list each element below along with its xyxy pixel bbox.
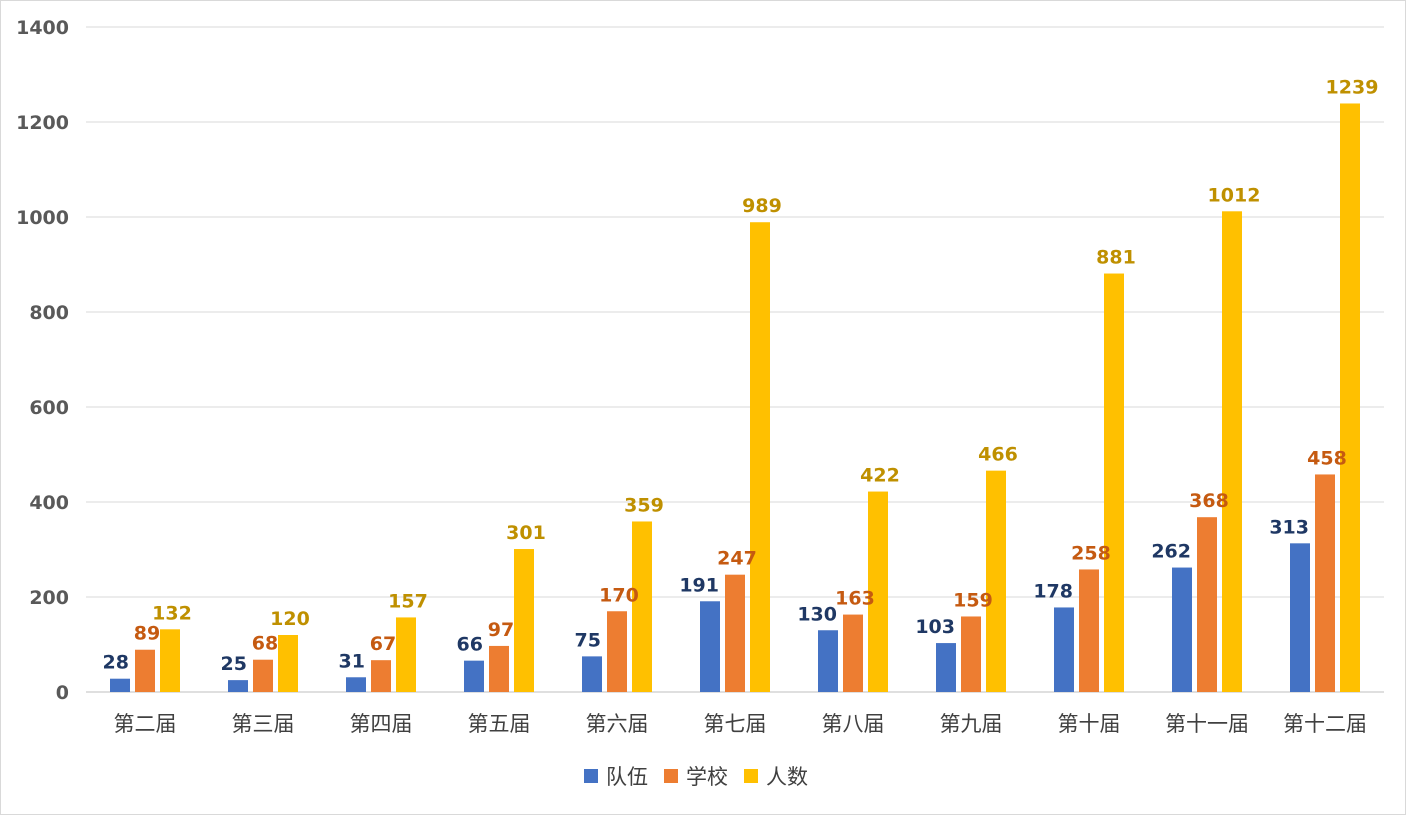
legend-label: 学校 (686, 765, 728, 789)
bar-人数-第六届 (632, 521, 652, 692)
bar-人数-第十届 (1104, 273, 1124, 692)
bar-学校-第八届 (843, 614, 863, 692)
bar-队伍-第六届 (582, 656, 602, 692)
bar-人数-第三届 (278, 635, 298, 692)
bar-队伍-第八届 (818, 630, 838, 692)
data-label: 989 (742, 195, 782, 217)
bar-学校-第十届 (1079, 569, 1099, 692)
data-label: 163 (835, 588, 875, 610)
x-tick-label: 第五届 (468, 712, 531, 736)
bar-队伍-第十二届 (1290, 543, 1310, 692)
data-label: 170 (599, 584, 639, 606)
legend: 队伍 学校 人数 (584, 765, 808, 789)
bar-学校-第五届 (489, 645, 509, 692)
data-label: 422 (860, 465, 900, 487)
bar-人数-第九届 (986, 470, 1006, 692)
bar-队伍-第二届 (110, 678, 130, 692)
data-label: 68 (252, 633, 278, 655)
bar-人数-第八届 (868, 491, 888, 692)
x-tick-label: 第十一届 (1165, 712, 1249, 736)
bar-人数-第七届 (750, 222, 770, 692)
y-tick-label: 0 (56, 682, 69, 704)
data-label: 301 (506, 522, 546, 544)
data-label: 159 (953, 589, 993, 611)
bar-队伍-第十一届 (1172, 567, 1192, 692)
data-label: 75 (575, 629, 601, 651)
y-tick-label: 1400 (16, 17, 69, 39)
x-tick-label: 第十届 (1058, 712, 1121, 736)
data-label: 130 (797, 603, 837, 625)
bar-学校-第十一届 (1197, 517, 1217, 692)
data-label: 258 (1071, 542, 1111, 564)
legend-swatch (664, 769, 678, 783)
legend-label: 队伍 (606, 765, 648, 789)
data-label: 132 (152, 602, 192, 624)
y-tick-label: 600 (29, 397, 69, 419)
bar-队伍-第九届 (936, 643, 956, 692)
bar-队伍-第四届 (346, 677, 366, 692)
x-tick-label: 第八届 (822, 712, 885, 736)
data-label: 157 (388, 590, 428, 612)
data-label: 67 (370, 633, 396, 655)
data-label: 178 (1033, 580, 1073, 602)
gridlines (86, 26, 1384, 693)
bar-人数-第十一届 (1222, 211, 1242, 693)
bar-队伍-第七届 (700, 601, 720, 692)
bar-人数-第二届 (160, 629, 180, 692)
x-tick-label: 第六届 (586, 712, 649, 736)
bar-学校-第六届 (607, 611, 627, 692)
bar-学校-第七届 (725, 574, 745, 692)
data-label: 1012 (1208, 184, 1261, 206)
x-axis: 第二届 第三届 第四届 第五届 第六届 第七届 第八届 第九届 第十届 第十一届 第十二届 (114, 712, 1368, 736)
bar-学校-第九届 (961, 616, 981, 692)
y-axis: 0 200 400 600 800 1000 1200 1400 (16, 17, 69, 704)
data-label: 359 (624, 494, 664, 516)
legend-swatch (584, 769, 598, 783)
x-tick-label: 第二届 (114, 712, 177, 736)
legend-swatch (744, 769, 758, 783)
bar-人数-第十二届 (1340, 103, 1360, 693)
bar-队伍-第十届 (1054, 607, 1074, 692)
data-label: 89 (134, 623, 160, 645)
data-label: 97 (488, 619, 514, 641)
data-label: 458 (1307, 447, 1347, 469)
x-tick-label: 第四届 (350, 712, 413, 736)
bars (110, 103, 1360, 693)
y-tick-label: 800 (29, 302, 69, 324)
bar-人数-第五届 (514, 549, 534, 692)
bar-学校-第四届 (371, 660, 391, 692)
bar-队伍-第三届 (228, 680, 248, 692)
x-tick-label: 第九届 (940, 712, 1003, 736)
y-tick-label: 200 (29, 587, 69, 609)
bar-学校-第二届 (135, 649, 155, 692)
data-label: 31 (339, 650, 365, 672)
bar-队伍-第五届 (464, 660, 484, 692)
data-label: 28 (103, 652, 129, 674)
data-label: 466 (978, 444, 1018, 466)
data-label: 66 (457, 634, 483, 656)
data-label: 368 (1189, 490, 1229, 512)
x-tick-label: 第三届 (232, 712, 295, 736)
data-label: 191 (679, 574, 719, 596)
data-label: 313 (1269, 516, 1309, 538)
data-label: 247 (717, 548, 757, 570)
legend-label: 人数 (766, 765, 808, 789)
x-tick-label: 第七届 (704, 712, 767, 736)
x-tick-label: 第十二届 (1283, 712, 1367, 736)
y-tick-label: 1000 (16, 207, 69, 229)
data-label: 262 (1151, 541, 1191, 563)
y-tick-label: 1200 (16, 112, 69, 134)
y-tick-label: 400 (29, 492, 69, 514)
bar-人数-第四届 (396, 617, 416, 692)
data-label: 120 (270, 608, 310, 630)
bar-学校-第三届 (253, 659, 273, 692)
data-label: 1239 (1326, 76, 1379, 98)
bar-学校-第十二届 (1315, 474, 1335, 692)
data-label: 881 (1096, 247, 1136, 269)
data-label: 25 (221, 653, 247, 675)
data-label: 103 (915, 616, 955, 638)
